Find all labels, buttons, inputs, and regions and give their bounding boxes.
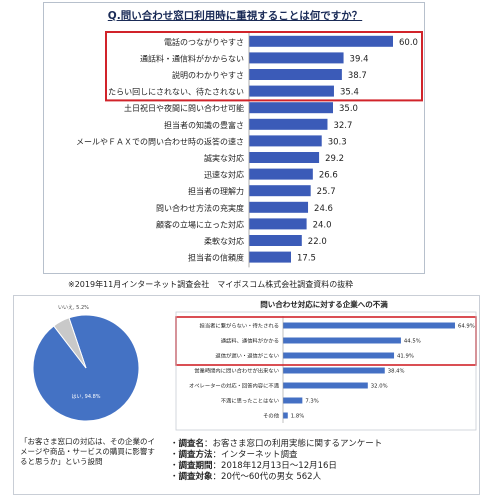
bar [283,337,401,344]
top-chart-svg: 電話のつながりやすさ 60.0 通話料・通信料がかからない 39.4 説明のわかりやすさ… [76,31,423,268]
bar [283,397,303,404]
value-label: 35.0 [339,104,358,114]
pie-chart-svg: はい, 94.8% いいえ, 5.2% [32,305,140,422]
category-label: 土日祝日や夜間に問い合わせ可能 [124,103,244,113]
category-label: 電話のつながりやすさ [164,37,244,47]
category-label: 返信が遅い・返信がこない [215,352,279,360]
bar [249,218,307,230]
survey-value: ：お客さま窓口の利用実態に関するアンケート [204,439,383,449]
category-label: 迅速な対応 [204,170,244,180]
category-label: 不満に思ったことはない [221,398,279,405]
pie-chart-caption: 「お客さま窓口の対応は、その企業のイメージや商品・サービスの購買に影響すると思う… [20,437,155,466]
value-label: 26.6 [319,171,338,181]
bar [283,367,385,374]
value-label: 38.7 [348,71,367,81]
survey-value: ：インターネット調査 [212,450,298,460]
category-label: 顧客の立場に立った対応 [156,219,244,229]
bottom-chart-title: 問い合わせ対応に対する企業への不満 [260,300,388,309]
category-label: その他 [263,412,280,420]
value-label: 17.5 [297,254,316,264]
bar [249,52,344,64]
value-label: 24.0 [313,220,332,230]
value-label: 35.4 [340,88,359,98]
bar [249,201,309,213]
survey-label: 調査名 [178,439,205,449]
value-label: 1.8% [291,414,304,420]
top-chart-panel: Q.問い合わせ窓口利用時に重視することは何ですか？ 電話のつながりやすさ 60.0… [43,2,425,274]
category-label: 問い合わせ方法の充実度 [156,203,244,213]
survey-row-name: ・調査名：お客さま窓口の利用実態に関するアンケート [170,439,383,449]
bar [249,118,328,130]
top-chart-title: Q.問い合わせ窓口利用時に重視することは何ですか？ [107,10,363,22]
value-label: 7.3% [305,399,318,405]
highlight-box [105,31,423,102]
value-label: 22.0 [308,237,327,247]
value-label: 25.7 [317,187,336,197]
survey-value: ：2018年12月13日〜12月16日 [212,461,337,471]
bar [249,102,333,114]
category-label: メールやＦＡＸでの問い合わせ時の返答の速さ [76,136,244,146]
bar [249,85,334,97]
value-label: 32.7 [333,121,352,131]
category-label: 説明のわかりやすさ [172,70,244,80]
bar [283,322,455,329]
category-label: 担当者の知識の豊富さ [164,120,244,130]
survey-row-method: ・調査方法：インターネット調査 [170,450,298,460]
pie-label-yes: はい, 94.8% [71,394,100,400]
value-label: 29.2 [325,154,344,164]
bar [249,235,302,246]
value-label: 64.9% [458,324,475,330]
bottom-chart-svg: 担当者に繋がらない・待たされる 64.9% 通話料、通信料がかかる 44.5% 返信が遅… [175,311,477,431]
value-label: 24.6 [314,204,333,214]
category-label: 担当者の理解力 [188,186,244,196]
survey-row-period: ・調査期間：2018年12月13日〜12月16日 [170,461,337,471]
bar [249,35,393,47]
survey-row-target: ・調査対象：20代〜60代の男女 562人 [170,472,322,482]
chart-frame [175,311,477,431]
bottom-panel: はい, 94.8% いいえ, 5.2% 「お客さま窓口の対応は、その企業のイメージ… [13,295,480,495]
value-label: 38.4% [388,369,405,375]
pie-slice [53,317,87,369]
category-label: 通話料・通信料がかからない [140,53,244,63]
category-label: 誠実な対応 [204,153,244,163]
value-label: 39.4 [350,54,369,64]
category-label: 営業時間内に問い合わせが出来ない [194,367,279,375]
value-label: 41.9% [397,354,414,360]
category-label: オペレーターの対応・回答内容に不満 [189,382,280,390]
survey-label: 調査方法 [178,450,213,460]
bar [249,135,322,147]
pie-label-no: いいえ, 5.2% [58,305,89,311]
survey-label: 調査期間 [178,461,213,471]
bar [283,382,368,389]
bar [249,251,291,263]
bar [283,412,288,419]
value-label: 30.3 [328,137,347,147]
category-label: 柔軟な対応 [204,236,244,246]
survey-info: ・調査名：お客さま窓口の利用実態に関するアンケート ・調査方法：インターネット調… [170,439,382,483]
value-label: 44.5% [404,339,421,345]
bar [249,185,311,197]
category-label: 通話料、通信料がかかる [221,337,279,345]
bar [249,152,320,163]
bar [249,168,313,180]
top-chart-caption: ※2019年11月インターネット調査会社 マイボスコム株式会社調査資料の抜粋 [68,280,354,289]
survey-label: 調査対象 [178,472,213,482]
value-label: 32.0% [371,384,388,390]
bar [283,352,395,359]
category-label: 担当者に繋がらない・待たされる [200,322,279,330]
category-label: たらい回しにされない、待たされない [108,87,244,97]
bar [249,69,342,80]
category-label: 担当者の信頼度 [188,253,244,263]
survey-value: ：20代〜60代の男女 562人 [212,472,322,482]
value-label: 60.0 [399,38,418,48]
